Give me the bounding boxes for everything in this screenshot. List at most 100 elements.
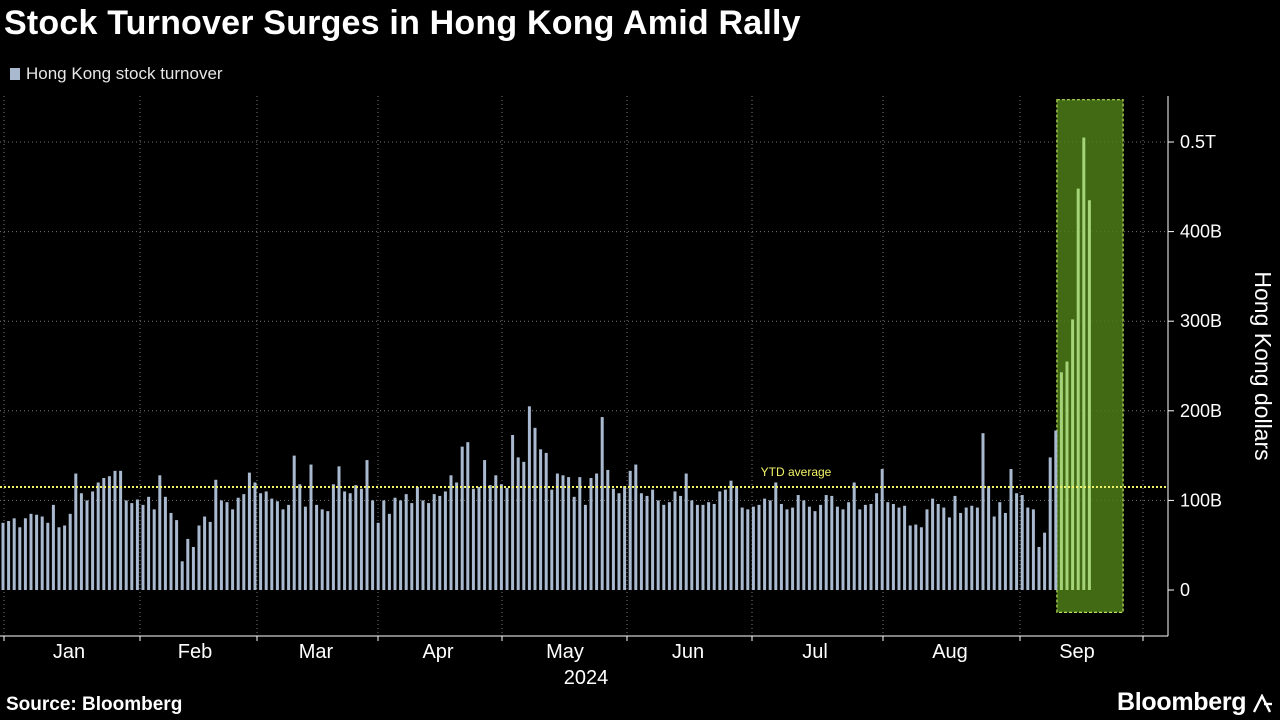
bar [707, 502, 711, 590]
bar [197, 525, 201, 590]
bar [287, 504, 291, 590]
y-tick-label: 200B [1180, 401, 1222, 421]
bar [40, 516, 44, 590]
bar [572, 496, 576, 590]
x-tick-label: Jul [802, 641, 828, 663]
bar [970, 505, 974, 590]
bar [343, 491, 347, 590]
bar [79, 493, 83, 590]
bar [281, 509, 285, 590]
bar [141, 504, 145, 590]
x-tick-label: May [546, 641, 584, 663]
bar [460, 446, 464, 590]
bar [516, 457, 520, 590]
y-tick-label: 300B [1180, 311, 1222, 331]
bar [1026, 507, 1030, 590]
x-tick-label: Aug [932, 641, 968, 663]
bar [102, 478, 106, 590]
bar [337, 466, 341, 590]
bar [606, 469, 610, 590]
legend-label: Hong Kong stock turnover [26, 64, 223, 83]
bar [231, 509, 235, 590]
bar [998, 502, 1002, 590]
bar [740, 507, 744, 590]
bar [147, 496, 151, 590]
bar [947, 517, 951, 590]
bar [320, 509, 324, 590]
bar [1003, 512, 1007, 590]
bar [886, 502, 890, 590]
bar [623, 486, 627, 590]
bar [12, 518, 16, 590]
bar [527, 406, 531, 590]
bar [1020, 495, 1024, 590]
bar [359, 488, 363, 590]
bar [729, 480, 733, 590]
bar [51, 504, 55, 590]
y-tick-label: 100B [1180, 490, 1222, 510]
bar [891, 503, 895, 590]
bar [600, 417, 604, 590]
legend: Hong Kong stock turnover [10, 64, 223, 84]
bar [415, 486, 419, 590]
bar [981, 433, 985, 590]
y-tick-label: 0.5T [1180, 132, 1216, 152]
bar [1054, 430, 1058, 590]
bar [791, 507, 795, 590]
bar [662, 504, 666, 590]
bar [1048, 457, 1052, 590]
bar [371, 500, 375, 590]
bar [410, 503, 414, 590]
bar [718, 491, 722, 590]
bar [953, 495, 957, 590]
bar [46, 522, 50, 590]
bar [455, 482, 459, 590]
bar [701, 504, 705, 590]
bar [746, 509, 750, 590]
bar [1015, 493, 1019, 590]
bar [925, 509, 929, 590]
bar [550, 489, 554, 590]
bar [1076, 188, 1080, 591]
bar [113, 470, 117, 590]
bar [645, 495, 649, 590]
bar [124, 500, 128, 590]
bar [214, 479, 218, 590]
bar [992, 516, 996, 590]
bar [779, 503, 783, 590]
bar [511, 434, 515, 590]
bar [651, 489, 655, 590]
bar [628, 470, 632, 590]
bar [298, 484, 302, 590]
bar [18, 527, 22, 590]
bar [186, 538, 190, 590]
bar [203, 516, 207, 590]
bar [751, 506, 755, 590]
bar [421, 500, 425, 590]
bar [264, 491, 268, 590]
bar [432, 494, 436, 590]
bar [875, 493, 879, 590]
bar [449, 475, 453, 590]
bar [219, 500, 223, 590]
bar [914, 524, 918, 590]
bar [757, 504, 761, 590]
bar [208, 521, 212, 590]
bar [247, 472, 251, 590]
bar [387, 513, 391, 590]
bar [639, 493, 643, 590]
bar [695, 504, 699, 590]
bar [471, 488, 475, 590]
bar [376, 522, 380, 590]
bar [96, 482, 100, 590]
bar [589, 478, 593, 590]
bar [690, 500, 694, 590]
bar [522, 461, 526, 590]
bar [673, 491, 677, 590]
bar [74, 473, 78, 590]
bar [908, 525, 912, 590]
legend-swatch [10, 68, 20, 80]
x-tick-label: Jan [53, 641, 85, 663]
y-tick-label: 400B [1180, 222, 1222, 242]
bar [852, 482, 856, 590]
